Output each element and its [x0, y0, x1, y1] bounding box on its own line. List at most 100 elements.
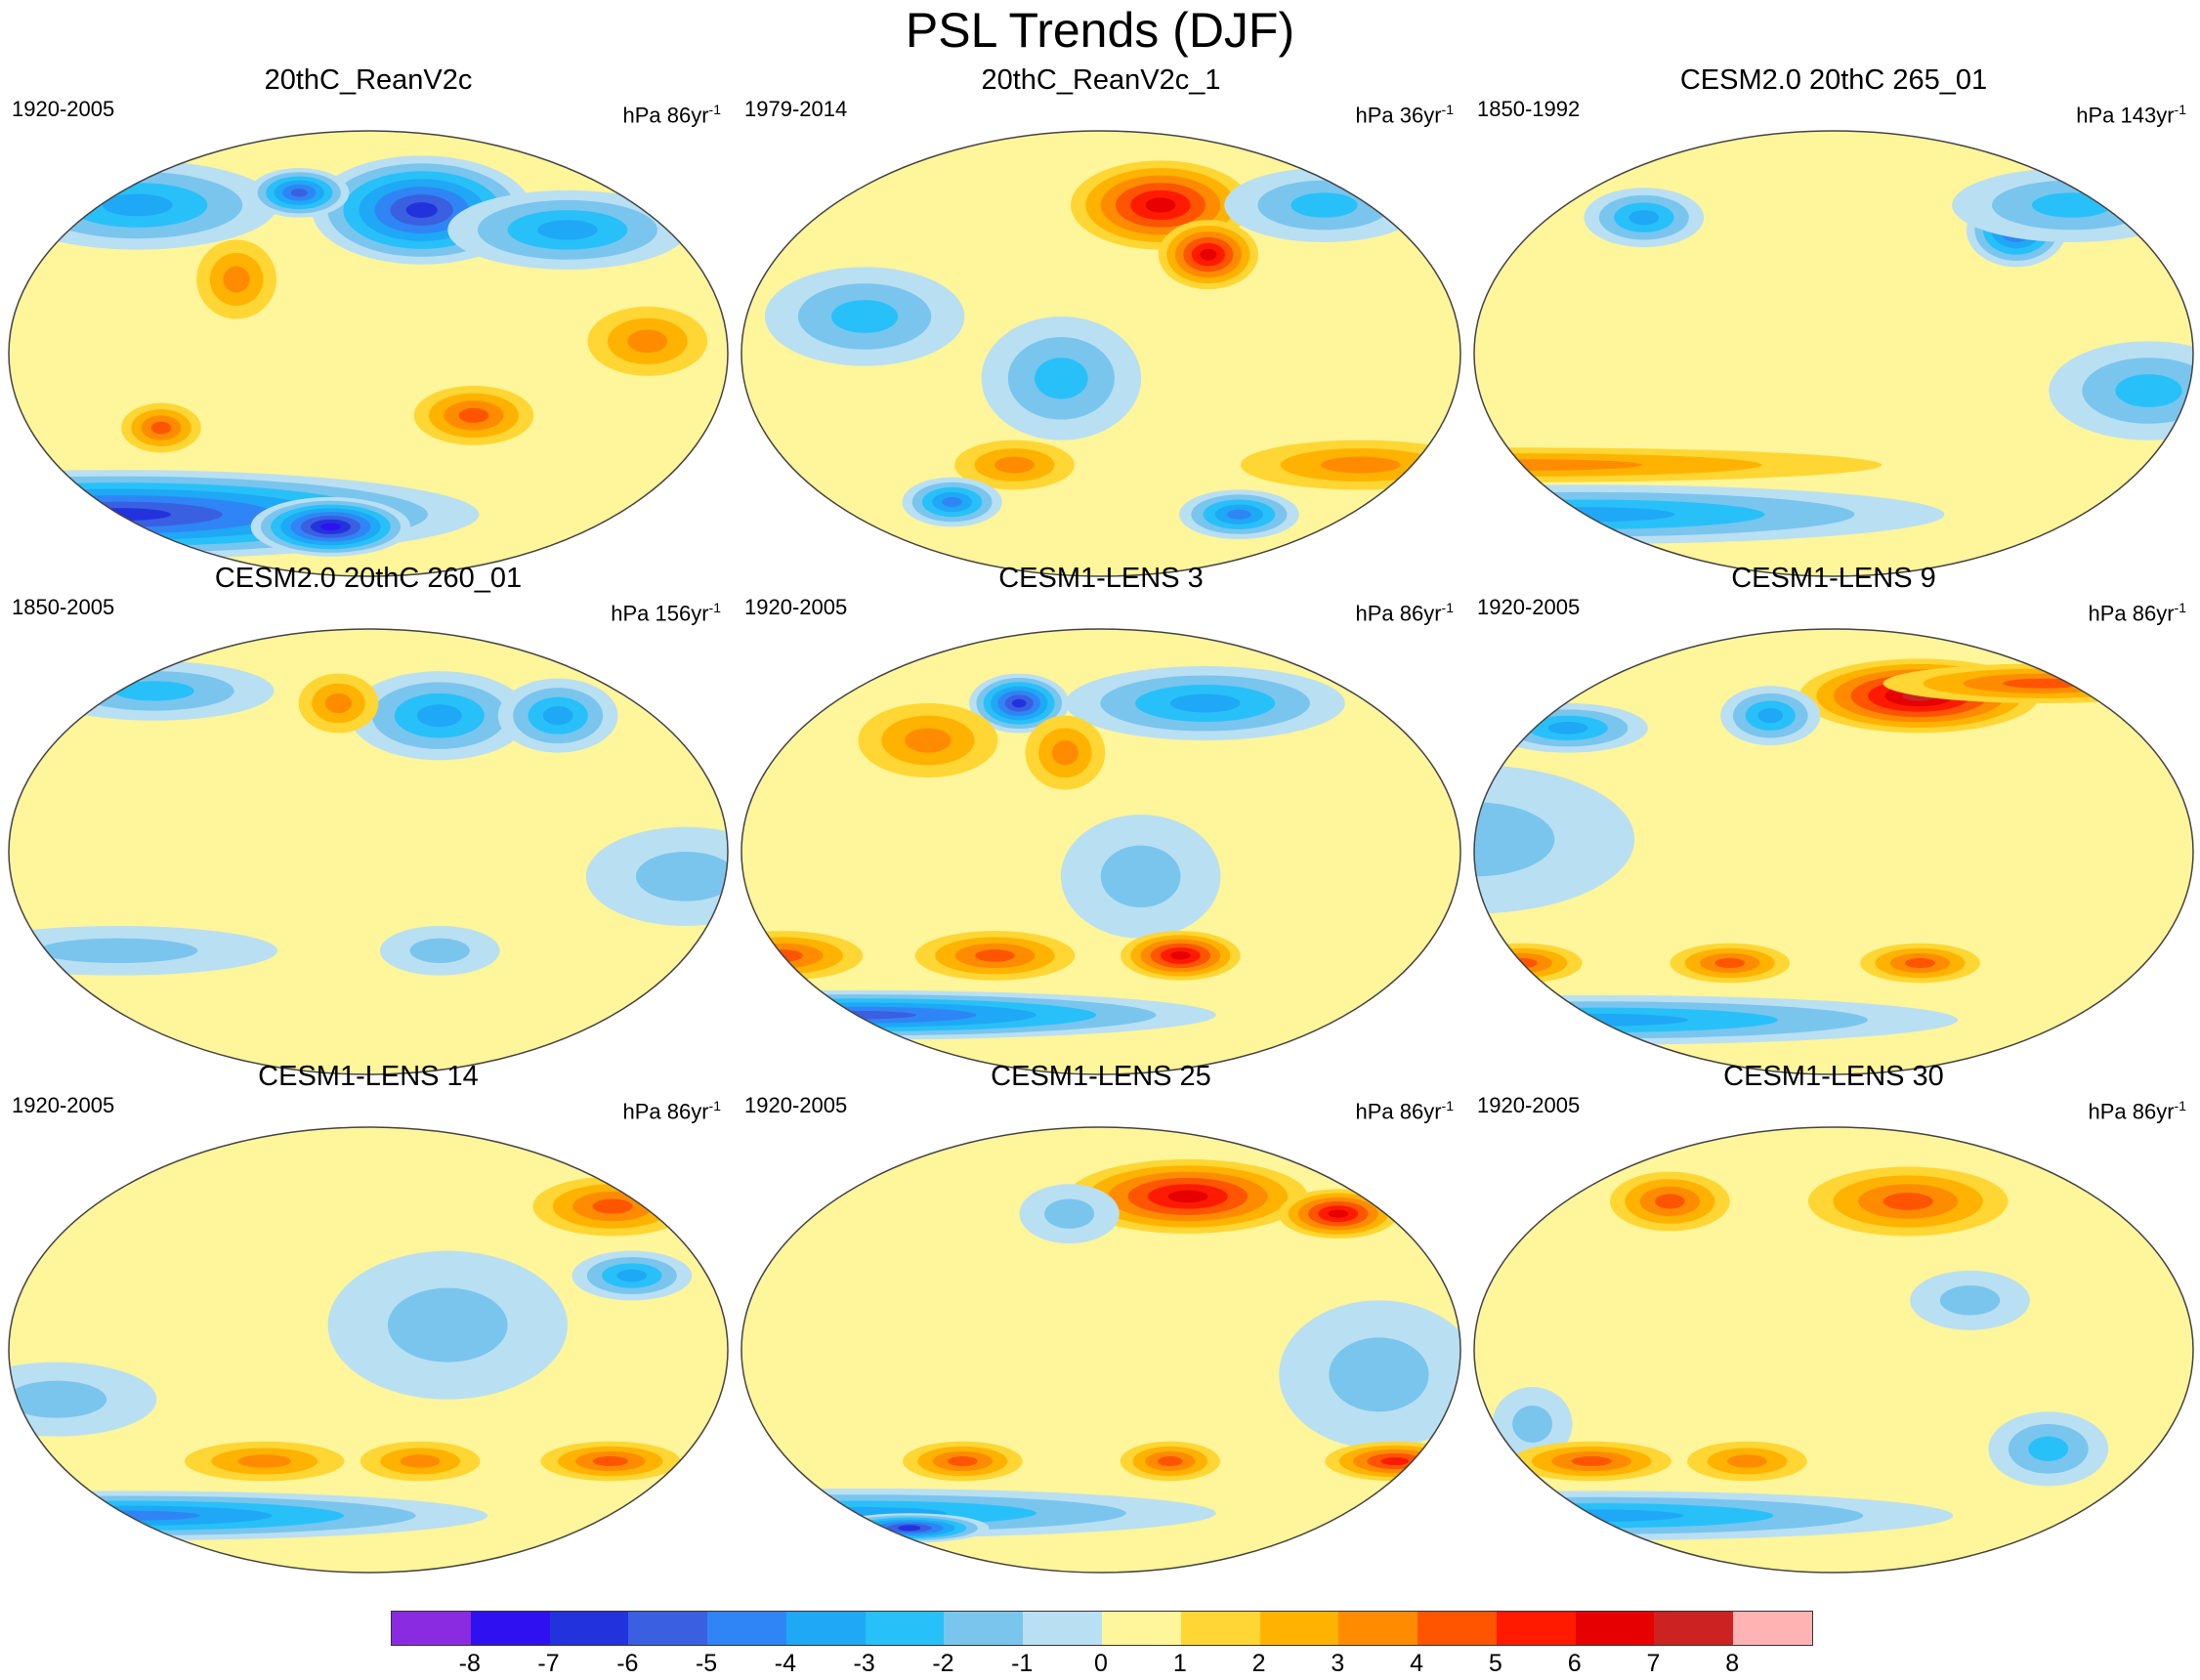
trend-contour: [635, 852, 728, 902]
trend-contour: [2031, 192, 2112, 218]
map-panel: CESM1-LENS 30 1920-2005 hPa 86yr-1: [1467, 1057, 2200, 1574]
trend-contour: [1883, 1193, 1933, 1210]
trend-contour: [1905, 957, 1935, 969]
map-outline: [740, 130, 1461, 577]
trend-contour: [1145, 197, 1176, 213]
trend-contour: [2115, 374, 2182, 407]
panel-period: 1920-2005: [12, 97, 115, 121]
trend-contour: [458, 407, 489, 423]
panel-title: CESM1-LENS 9: [1731, 563, 1936, 594]
trend-contour: [103, 193, 173, 217]
trend-map: [740, 1126, 1461, 1574]
panel-units: hPa 86yr-1: [2088, 1098, 2186, 1124]
panel-title: 20thC_ReanV2c_1: [981, 64, 1221, 96]
trend-contour: [948, 1455, 978, 1467]
trend-contour: [400, 1454, 441, 1468]
trend-contour: [898, 1525, 921, 1532]
colorbar-tick-label: -2: [932, 1650, 954, 1677]
trend-contour: [150, 421, 172, 435]
trend-contour: [2003, 678, 2084, 689]
panel-title: CESM1-LENS 30: [1723, 1061, 1944, 1092]
trend-contour: [1655, 1194, 1685, 1209]
colorbar-tick-label: -8: [458, 1650, 481, 1677]
panel-title: CESM1-LENS 3: [998, 563, 1204, 594]
trend-contour: [1380, 1456, 1410, 1466]
map-outline: [1473, 130, 2194, 577]
trend-contour: [2028, 1436, 2069, 1461]
trend-contour: [320, 523, 341, 531]
trend-contour: [975, 949, 1015, 962]
trend-contour: [1939, 1285, 2001, 1316]
trend-contour: [1044, 1198, 1095, 1229]
map-outline: [740, 1126, 1461, 1574]
trend-map: [8, 130, 729, 577]
panel-units: hPa 86yr-1: [1355, 600, 1454, 626]
panel-units: hPa 86yr-1: [622, 102, 721, 128]
colorbar-tick-label: 1: [1172, 1650, 1187, 1677]
colorbar-tick-label: -3: [853, 1650, 875, 1677]
colorbar-cell: [1417, 1612, 1498, 1645]
trend-contour: [542, 706, 573, 726]
colorbar: [391, 1611, 1813, 1646]
map-outline: [1473, 628, 2194, 1075]
trend-contour: [1328, 1209, 1348, 1218]
map-outline: [8, 130, 729, 577]
colorbar-tick-label: 4: [1410, 1650, 1424, 1677]
colorbar-cell: [944, 1612, 1024, 1645]
trend-contour: [1547, 722, 1588, 735]
trend-contour: [1035, 357, 1088, 399]
trend-contour: [1051, 740, 1079, 766]
trend-contour: [113, 681, 194, 701]
panel-period: 1850-1992: [1477, 97, 1581, 121]
trend-contour: [416, 704, 462, 728]
trend-contour: [405, 202, 438, 219]
map-outline: [740, 628, 1461, 1075]
map-panel: 20thC_ReanV2c 1920-2005 hPa 86yr-1: [2, 61, 735, 577]
trend-contour: [1512, 1406, 1553, 1443]
trend-contour: [9, 1380, 107, 1418]
trend-contour: [1629, 210, 1660, 226]
panel-period: 1979-2014: [744, 97, 848, 121]
trend-map: [740, 628, 1461, 1075]
colorbar-tick-label: 5: [1488, 1650, 1502, 1677]
colorbar-tick-label: 6: [1567, 1650, 1582, 1677]
trend-contour: [1714, 957, 1746, 969]
colorbar-tick-label: -7: [537, 1650, 560, 1677]
panel-period: 1920-2005: [744, 1093, 848, 1117]
trend-contour: [592, 1455, 628, 1467]
panel-title: 20thC_ReanV2c: [264, 64, 473, 96]
trend-contour: [592, 1198, 633, 1214]
panel-period: 1920-2005: [1477, 595, 1581, 619]
colorbar-cell: [1102, 1612, 1182, 1645]
colorbar-tick-label: -1: [1011, 1650, 1034, 1677]
trend-contour: [1571, 1455, 1612, 1467]
panel-period: 1920-2005: [744, 595, 848, 619]
colorbar-cell: [470, 1612, 551, 1645]
trend-contour: [237, 1454, 292, 1468]
trend-contour: [942, 496, 962, 508]
trend-map: [1473, 1126, 2194, 1574]
colorbar-tick-label: -5: [695, 1650, 718, 1677]
colorbar-cell: [392, 1612, 472, 1645]
panel-units: hPa 143yr-1: [2076, 102, 2186, 128]
trend-contour: [290, 189, 308, 197]
trend-contour: [627, 329, 668, 354]
colorbar-cell: [865, 1612, 945, 1645]
map-outline: [8, 1126, 729, 1574]
trend-contour: [1158, 1455, 1183, 1467]
map-panel: CESM1-LENS 14 1920-2005 hPa 86yr-1: [2, 1057, 735, 1574]
map-panel: CESM1-LENS 25 1920-2005 hPa 86yr-1: [735, 1057, 1467, 1574]
panel-title: CESM2.0 20thC 260_01: [214, 563, 523, 594]
map-panel: CESM2.0 20thC 265_01 1850-1992 hPa 143yr-1: [1467, 61, 2200, 577]
panel-units: hPa 36yr-1: [1355, 102, 1454, 128]
trend-contour: [616, 1269, 648, 1282]
panel-title: CESM1-LENS 25: [991, 1061, 1211, 1092]
colorbar-cell: [707, 1612, 787, 1645]
colorbar-cell: [549, 1612, 629, 1645]
trend-map: [740, 130, 1461, 577]
colorbar-cell: [628, 1612, 708, 1645]
trend-contour: [831, 300, 899, 333]
colorbar-tick-label: 7: [1646, 1650, 1661, 1677]
colorbar-tick-label: 0: [1094, 1650, 1108, 1677]
trend-contour: [324, 693, 353, 714]
